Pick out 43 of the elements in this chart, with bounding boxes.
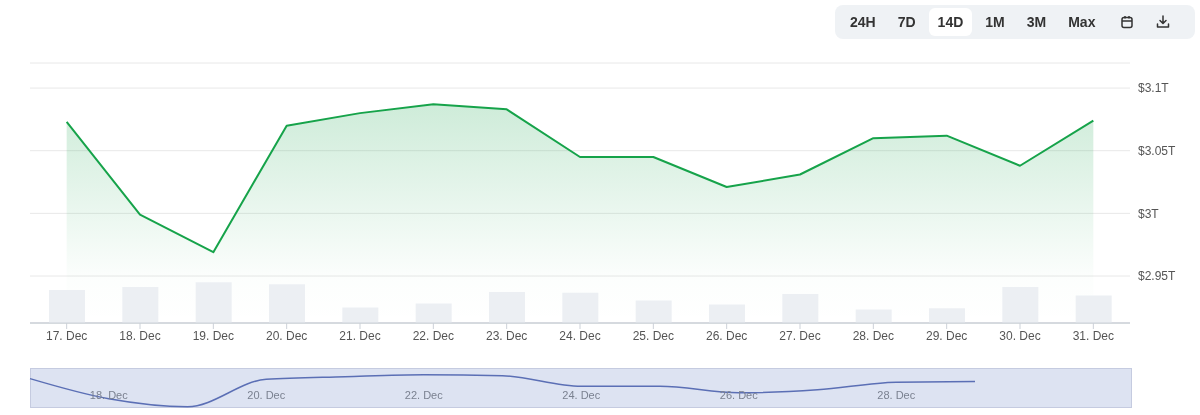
bar <box>122 287 159 323</box>
text: 1M <box>984 13 1006 32</box>
x-tick-label: 27. Dec <box>779 328 821 343</box>
x-tick-label: 19. Dec <box>192 328 235 343</box>
x-tick-label: 26. Dec <box>705 328 748 343</box>
text: 7D <box>896 13 917 32</box>
y-tick-label: $3.1T <box>1138 81 1170 96</box>
bar <box>562 292 599 323</box>
bar <box>269 284 305 323</box>
x-tick-label: 30. Dec <box>999 328 1041 343</box>
x-tick-label: 21. Dec <box>339 328 381 343</box>
x-tick-label: 29. Dec <box>925 328 968 343</box>
text: Max <box>1067 13 1097 32</box>
x-tick-label: 28. Dec <box>852 328 895 343</box>
bar <box>49 289 85 323</box>
bar <box>635 300 672 323</box>
x-tick-label: 25. Dec <box>632 328 675 343</box>
text: 24H <box>849 13 877 32</box>
x-tick-label: 18. Dec <box>119 328 161 343</box>
bar <box>782 293 819 323</box>
bar <box>1002 287 1039 323</box>
text: 14D <box>928 8 973 36</box>
x-tick-label: 20. Dec <box>265 328 308 343</box>
x-tick-label: 31. Dec <box>1072 328 1115 343</box>
y-tick-label: $2.95T <box>1138 269 1177 284</box>
text: 3M <box>1025 13 1048 32</box>
bar <box>342 307 379 323</box>
x-tick-label: 28. Dec <box>877 389 916 401</box>
x-tick-label: 24. Dec <box>559 328 601 343</box>
bar <box>489 291 525 323</box>
y-tick-label: $3T <box>1138 206 1160 221</box>
bar <box>195 282 232 323</box>
x-tick-label: 22. Dec <box>404 389 444 401</box>
y-tick-label: $3.05T <box>1138 143 1177 158</box>
x-tick-label: 23. Dec <box>485 328 528 343</box>
bar <box>1075 295 1112 323</box>
x-tick-label: 24. Dec <box>562 389 601 401</box>
x-tick-label: 20. Dec <box>247 389 286 401</box>
bar <box>929 308 965 323</box>
x-tick-label: 22. Dec <box>412 328 455 343</box>
x-tick-label: 17. Dec <box>45 328 88 343</box>
bar <box>415 303 452 323</box>
bar <box>709 304 745 323</box>
